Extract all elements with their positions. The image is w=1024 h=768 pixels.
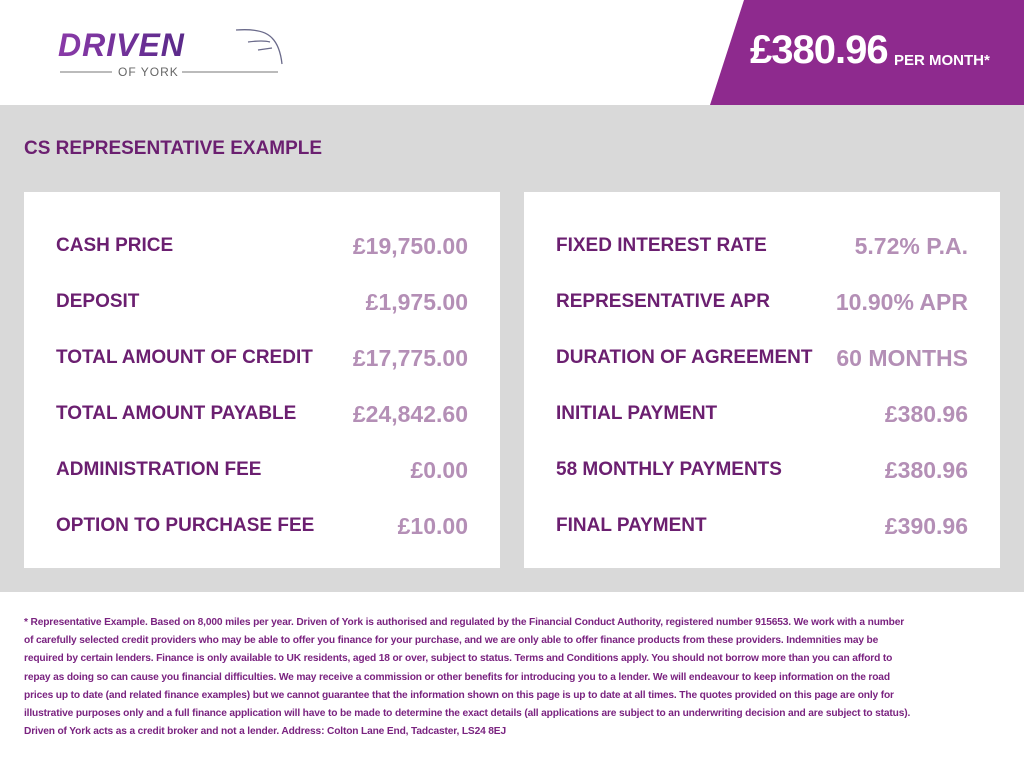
finance-row: CASH PRICE £19,750.00 [56,218,468,274]
row-value: £0.00 [410,456,468,483]
row-label: 58 MONTHLY PAYMENTS [556,459,782,480]
row-value: £390.96 [884,512,968,539]
finance-row: TOTAL AMOUNT OF CREDIT £17,775.00 [56,330,468,386]
row-label: REPRESENTATIVE APR [556,291,770,312]
row-label: FIXED INTEREST RATE [556,235,767,256]
header: DRIVEN OF YORK £380.96 PER MONTH* [0,0,1024,105]
finance-row: OPTION TO PURCHASE FEE £10.00 [56,498,468,554]
finance-row: INITIAL PAYMENT £380.96 [556,386,968,442]
finance-card-right: FIXED INTEREST RATE 5.72% P.A. REPRESENTAT… [524,192,1000,568]
row-label: TOTAL AMOUNT OF CREDIT [56,347,313,368]
finance-row: FINAL PAYMENT £390.96 [556,498,968,554]
row-value: £17,775.00 [352,344,468,371]
row-label: OPTION TO PURCHASE FEE [56,515,315,536]
row-value: £380.96 [884,456,968,483]
row-value: £1,975.00 [365,288,468,315]
row-value: £24,842.60 [352,400,468,427]
row-label: TOTAL AMOUNT PAYABLE [56,403,297,424]
monthly-price-badge: £380.96 PER MONTH* [710,0,1024,105]
finance-card-left: CASH PRICE £19,750.00 DEPOSIT £1,975.00 TOTA… [24,192,500,568]
row-label: DEPOSIT [56,291,140,312]
svg-text:OF YORK: OF YORK [118,65,179,79]
row-value: 10.90% APR [835,288,968,315]
row-value: £19,750.00 [352,232,468,259]
row-label: CASH PRICE [56,235,174,256]
row-value: 60 MONTHS [836,344,968,371]
disclaimer-text: * Representative Example. Based on 8,000… [24,617,911,738]
finance-row: DEPOSIT £1,975.00 [56,274,468,330]
row-label: FINAL PAYMENT [556,515,707,536]
finance-row: FIXED INTEREST RATE 5.72% P.A. [556,218,968,274]
finance-row: ADMINISTRATION FEE £0.00 [56,442,468,498]
finance-row: 58 MONTHLY PAYMENTS £380.96 [556,442,968,498]
row-label: INITIAL PAYMENT [556,403,718,424]
finance-row: TOTAL AMOUNT PAYABLE £24,842.60 [56,386,468,442]
monthly-amount: £380.96 [750,28,889,72]
per-month-label: PER MONTH* [894,52,990,69]
driven-of-york-logo[interactable]: DRIVEN OF YORK [58,24,290,84]
svg-text:DRIVEN: DRIVEN [58,27,185,63]
row-value: 5.72% P.A. [854,232,968,259]
row-value: £10.00 [397,512,468,539]
section-title: CS REPRESENTATIVE EXAMPLE [24,138,323,159]
row-value: £380.96 [884,400,968,427]
finance-row: DURATION OF AGREEMENT 60 MONTHS [556,330,968,386]
row-label: DURATION OF AGREEMENT [556,347,813,368]
finance-row: REPRESENTATIVE APR 10.90% APR [556,274,968,330]
row-label: ADMINISTRATION FEE [56,459,262,480]
